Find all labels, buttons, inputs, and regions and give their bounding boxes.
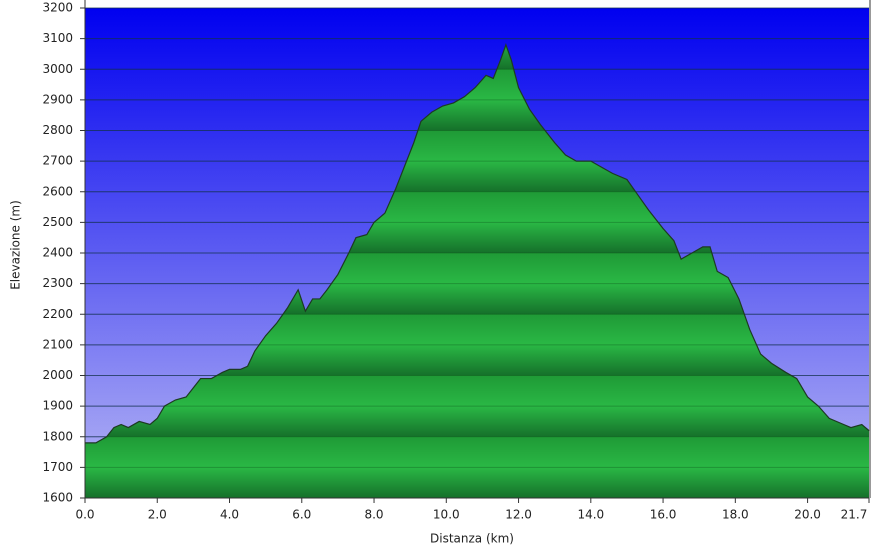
x-tick-label: 18.0 — [722, 508, 749, 522]
x-tick-label: 0.0 — [75, 508, 94, 522]
y-tick-label: 3000 — [42, 62, 73, 76]
y-tick-label: 2100 — [42, 337, 73, 351]
y-tick-label: 2200 — [42, 307, 73, 321]
y-tick-label: 2000 — [42, 368, 73, 382]
y-tick-label: 2700 — [42, 154, 73, 168]
y-tick-label: 2300 — [42, 276, 73, 290]
x-tick-label: 8.0 — [364, 508, 383, 522]
y-tick-label: 2500 — [42, 215, 73, 229]
x-tick-label: 16.0 — [650, 508, 677, 522]
y-tick-label: 1900 — [42, 399, 73, 413]
x-tick-label: 4.0 — [220, 508, 239, 522]
y-tick-label: 3200 — [42, 1, 73, 15]
y-tick-label: 2800 — [42, 123, 73, 137]
elevation-line — [85, 42, 870, 444]
y-tick-label: 1700 — [42, 460, 73, 474]
y-axis-label: Elevazione (m) — [9, 200, 23, 290]
x-tick-label: 2.0 — [148, 508, 167, 522]
y-tick-label: 3100 — [42, 31, 73, 45]
elevation-area — [85, 44, 869, 498]
y-tick-label: 1800 — [42, 429, 73, 443]
y-tick-label: 1600 — [42, 491, 73, 505]
x-tick-label: 14.0 — [577, 508, 604, 522]
y-tick-label: 2600 — [42, 184, 73, 198]
x-tick-label: 10.0 — [433, 508, 460, 522]
y-tick-label: 2900 — [42, 92, 73, 106]
x-axis-label: Distanza (km) — [430, 532, 514, 546]
x-tick-label: 20.0 — [794, 508, 821, 522]
x-tick-label: 6.0 — [292, 508, 311, 522]
x-tick-label: 12.0 — [505, 508, 532, 522]
y-tick-label: 2400 — [42, 246, 73, 260]
x-tick-label: 21.7 — [841, 508, 868, 522]
